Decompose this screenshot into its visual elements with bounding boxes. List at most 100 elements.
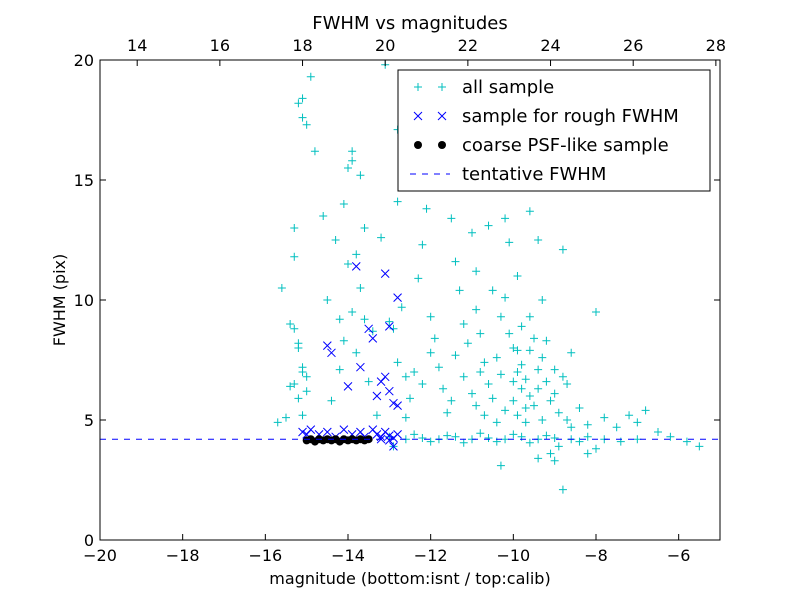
all-sample-point [344,164,352,172]
all-sample-point [546,396,555,405]
all-sample-point [542,377,551,386]
all-sample-point [455,286,464,295]
all-sample-point [401,413,410,422]
all-sample-point [625,411,634,420]
rough-fwhm-point [351,262,361,271]
all-sample-point [633,435,642,444]
rough-fwhm-point [343,382,353,391]
all-sample-point [401,372,410,381]
rough-fwhm-point [393,401,402,410]
all-sample-point [286,320,295,328]
all-sample-point [439,384,448,393]
all-sample-point [298,94,307,103]
rough-fwhm-point [380,372,390,382]
all-sample-point [356,284,365,292]
top-x-tick-label: 26 [623,36,643,55]
all-sample-point [521,418,530,427]
all-sample-point [583,432,592,441]
all-sample-point [513,346,522,355]
all-sample-point [476,368,485,376]
all-sample-point [575,437,584,446]
rough-fwhm-point [389,442,398,451]
all-sample-point [538,296,547,304]
x-tick-label: −16 [248,546,282,565]
all-sample-point [488,286,497,295]
all-sample-point [468,389,476,398]
all-sample-point [323,296,332,304]
all-sample-point [418,380,427,388]
all-sample-point [496,461,505,470]
top-x-tick-label: 28 [706,36,726,55]
all-sample-point [406,394,414,403]
all-sample-point [418,240,427,249]
all-sample-point [641,406,650,415]
all-sample-point [550,434,559,442]
all-sample-point [302,120,311,129]
all-sample-point [463,339,472,348]
all-sample-point [410,430,419,439]
all-sample-point [517,360,526,369]
rough-fwhm-point [339,425,349,434]
all-sample-point [542,431,551,440]
all-sample-point [695,442,704,451]
rough-fwhm-point [393,430,402,439]
all-sample-point [468,228,476,237]
all-sample-point [558,485,567,494]
y-tick-label: 20 [74,51,94,70]
rough-fwhm-point [298,427,307,437]
x-axis-label: magnitude (bottom:isnt / top:calib) [269,569,550,588]
all-sample-point [290,252,299,261]
all-sample-point [385,317,394,326]
all-sample-point [310,147,319,156]
all-sample-point [327,396,336,405]
all-sample-point [534,236,543,244]
y-axis-label: FWHM (pix) [50,254,69,347]
all-sample-point [501,214,510,223]
all-sample-point [331,236,340,244]
all-sample-point [517,322,526,331]
y-tick-label: 5 [84,411,94,430]
all-sample-point [538,416,547,424]
top-x-tick-label: 20 [375,36,395,55]
x-tick-label: −18 [166,546,200,565]
x-tick-label: −8 [584,546,608,565]
top-x-tick-label: 24 [540,36,560,55]
all-sample-point [492,353,501,362]
all-sample-point [513,368,522,376]
all-sample-point [298,368,307,376]
x-tick-label: −10 [496,546,530,565]
chart-title: FWHM vs magnitudes [312,13,507,34]
all-sample-point [501,293,510,302]
all-sample-point [542,336,551,345]
rough-fwhm-point [380,269,390,278]
all-sample-point [550,365,559,374]
all-sample-point [513,411,522,420]
all-sample-point [348,308,357,316]
all-sample-point [443,431,452,440]
legend-label: tentative FWHM [462,164,606,185]
all-sample-point [534,384,543,393]
all-sample-point [377,233,386,242]
all-sample-point [286,382,295,391]
all-sample-point [298,113,307,122]
all-sample-point [273,418,282,427]
all-sample-point [575,404,584,412]
all-sample-point [472,401,481,410]
all-sample-point [335,315,344,324]
all-sample-point [509,430,518,439]
rough-fwhm-point [322,427,332,437]
legend-x-icon [413,111,423,121]
all-sample-point [302,387,311,396]
all-sample-point [525,346,534,355]
rough-fwhm-point [384,436,394,445]
all-sample-point [418,434,427,442]
all-sample-point [654,428,662,436]
all-sample-point [422,204,431,213]
all-sample-point [492,418,501,427]
all-sample-point [472,267,481,276]
all-sample-point [393,197,402,206]
x-tick-label: −20 [83,546,117,565]
all-sample-point [459,372,468,381]
rough-fwhm-point [389,398,398,408]
